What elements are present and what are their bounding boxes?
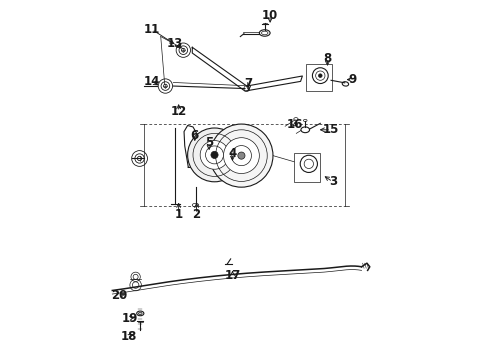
Circle shape — [188, 128, 242, 182]
Text: 6: 6 — [191, 129, 199, 142]
Text: 12: 12 — [171, 105, 187, 118]
Text: 9: 9 — [348, 73, 357, 86]
Text: 20: 20 — [111, 289, 127, 302]
Text: 2: 2 — [193, 208, 200, 221]
Text: 5: 5 — [205, 136, 213, 149]
Text: 4: 4 — [228, 147, 237, 159]
Text: 17: 17 — [224, 269, 241, 282]
Circle shape — [211, 151, 218, 158]
Text: 11: 11 — [144, 23, 160, 36]
Text: 13: 13 — [167, 37, 183, 50]
Circle shape — [318, 74, 322, 77]
Text: 19: 19 — [122, 311, 139, 325]
Text: 1: 1 — [174, 208, 183, 221]
Text: 10: 10 — [262, 9, 278, 22]
Circle shape — [210, 124, 273, 187]
Text: 7: 7 — [245, 77, 253, 90]
FancyBboxPatch shape — [294, 153, 319, 182]
Text: 15: 15 — [323, 123, 339, 136]
Text: 18: 18 — [120, 330, 137, 343]
Circle shape — [223, 138, 259, 174]
Text: 3: 3 — [329, 175, 337, 188]
Text: 16: 16 — [287, 118, 303, 131]
Circle shape — [200, 140, 229, 169]
Polygon shape — [184, 126, 201, 167]
Circle shape — [238, 152, 245, 159]
Text: 8: 8 — [323, 51, 332, 64]
Text: 14: 14 — [144, 75, 160, 88]
Polygon shape — [192, 47, 302, 91]
